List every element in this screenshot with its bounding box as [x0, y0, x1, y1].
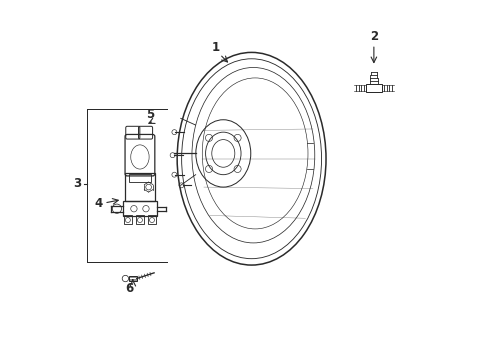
Text: 3: 3	[73, 177, 81, 190]
Bar	[122, 201, 157, 216]
Text: 2: 2	[369, 30, 377, 43]
Bar	[129, 174, 150, 181]
Bar	[148, 215, 156, 224]
Bar	[124, 215, 132, 224]
Text: 1: 1	[212, 41, 220, 54]
Bar	[136, 215, 143, 224]
Text: 5: 5	[146, 108, 154, 121]
Bar	[129, 276, 137, 282]
Text: 6: 6	[125, 282, 133, 294]
Bar	[366, 84, 381, 92]
Text: 4: 4	[94, 197, 102, 210]
Bar	[124, 173, 155, 201]
